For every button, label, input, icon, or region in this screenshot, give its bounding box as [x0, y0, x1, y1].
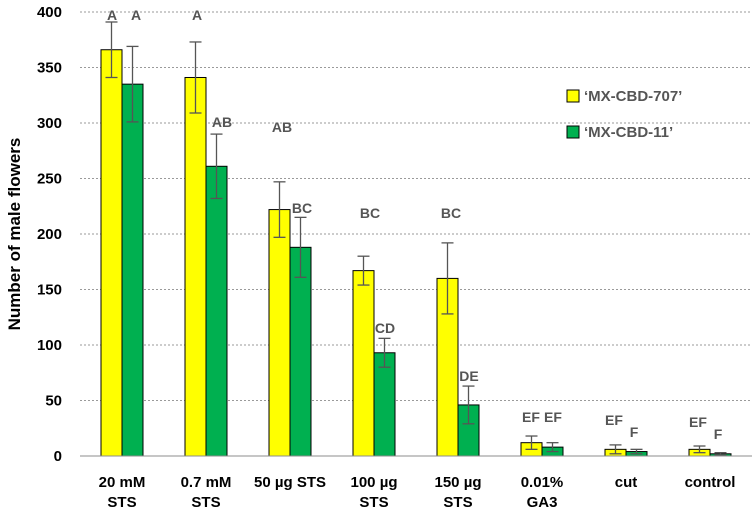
legend-label: ‘MX-CBD-707’: [584, 88, 682, 105]
bar-mx-cbd-11: [289, 246, 312, 457]
x-tick-label: STS: [443, 494, 472, 511]
x-tick-label: STS: [107, 494, 136, 511]
significance-letter: A: [192, 7, 202, 23]
x-tick-label: GA3: [527, 494, 558, 511]
legend-swatch: [566, 125, 580, 139]
significance-letter: DE: [459, 368, 478, 384]
y-tick-label: 350: [37, 60, 62, 77]
y-tick-label: 100: [37, 337, 62, 354]
significance-letter: A: [107, 7, 117, 23]
significance-letter: BC: [360, 205, 380, 221]
x-tick-label: 20 mM: [99, 474, 146, 491]
gridlines: [80, 11, 752, 401]
error-bars: [105, 21, 727, 456]
y-tick-label: 50: [45, 393, 62, 410]
x-tick-label: STS: [359, 494, 388, 511]
y-tick-label: 0: [54, 448, 62, 465]
legend: ‘MX-CBD-707’ ‘MX-CBD-11’: [566, 88, 682, 141]
significance-letter: EF: [605, 412, 623, 428]
x-tick-label: 100 µg: [351, 474, 398, 491]
bar-mx-cbd-707: [184, 76, 207, 457]
x-tick-label: 0.7 mM: [181, 474, 232, 491]
x-tick-label: control: [685, 474, 736, 491]
y-tick-label: 250: [37, 171, 62, 188]
bar-mx-cbd-11: [205, 165, 228, 457]
significance-letter: A: [131, 7, 141, 23]
y-tick-label: 200: [37, 226, 62, 243]
y-tick-label: 150: [37, 282, 62, 299]
significance-letter: F: [714, 426, 723, 442]
y-tick-label: 400: [37, 4, 62, 21]
y-tick-label: 300: [37, 115, 62, 132]
y-axis-label: Number of male flowers: [5, 138, 24, 331]
x-tick-label: 50 µg STS: [254, 474, 326, 491]
significance-letter: AB: [212, 114, 232, 130]
significance-letter: EF: [544, 409, 562, 425]
significance-letter: BC: [441, 205, 461, 221]
significance-letter: EF: [522, 409, 540, 425]
bar-mx-cbd-11: [373, 352, 396, 457]
x-tick-label: 150 µg: [435, 474, 482, 491]
x-axis-categories: 20 mM STS 0.7 mM STS 50 µg STS 100 µg STS 150 µ…: [99, 474, 736, 511]
significance-letter: EF: [689, 414, 707, 430]
x-tick-label: 0.01%: [521, 474, 564, 491]
bar-mx-cbd-11: [121, 83, 144, 457]
bar-mx-cbd-707: [352, 270, 375, 457]
bar-mx-cbd-707: [100, 49, 123, 457]
significance-letter: CD: [375, 320, 395, 336]
significance-letter: BC: [292, 200, 312, 216]
x-tick-label: STS: [191, 494, 220, 511]
y-axis-ticks: 0 50 100 150 200 250 300 350 400: [37, 4, 62, 465]
bar-mx-cbd-707: [268, 209, 291, 457]
legend-swatch: [566, 89, 580, 103]
legend-label: ‘MX-CBD-11’: [584, 124, 673, 141]
significance-letter: AB: [272, 119, 292, 135]
significance-letter: F: [630, 424, 639, 440]
x-tick-label: cut: [615, 474, 638, 491]
